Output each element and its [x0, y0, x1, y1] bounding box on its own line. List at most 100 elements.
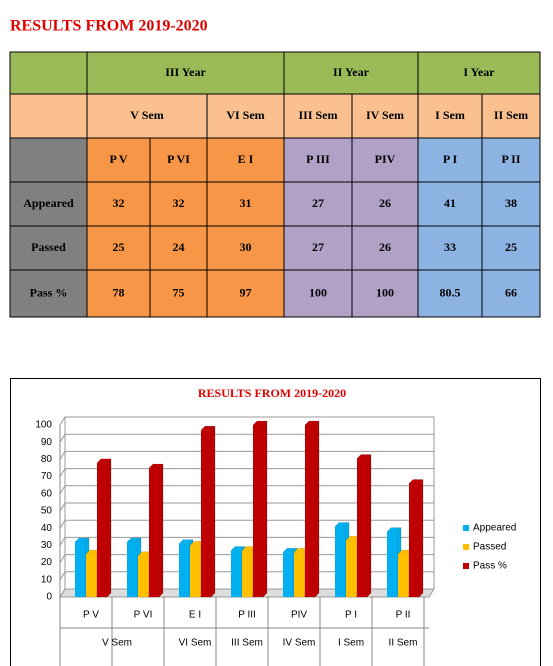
table-cell	[283, 225, 353, 271]
y-tick-label: 90	[41, 437, 53, 448]
table-cell	[206, 225, 285, 271]
table-value: 32	[173, 196, 185, 210]
table-cell	[206, 269, 285, 318]
table-cell	[149, 181, 208, 227]
bar	[138, 555, 148, 597]
bar	[75, 541, 85, 597]
bar	[86, 554, 96, 597]
table-value: 33	[444, 240, 456, 254]
table-cell	[351, 269, 419, 318]
chart-title: RESULTS FROM 2019-2020	[198, 386, 346, 400]
table-value: 30	[240, 240, 252, 254]
table-cell	[86, 181, 151, 227]
table-value: 38	[505, 196, 517, 210]
bar-side	[158, 463, 164, 598]
table-cell	[86, 51, 285, 95]
group-label: II Sem	[389, 638, 418, 649]
bar	[387, 531, 397, 597]
paper-header: PIV	[375, 152, 396, 166]
table-cell	[86, 225, 151, 271]
semester-header: III Sem	[298, 108, 337, 122]
semester-header: V Sem	[130, 108, 163, 122]
table-cell	[417, 225, 483, 271]
bar	[305, 425, 315, 597]
group-label: VI Sem	[179, 638, 212, 649]
x-tick-label: PIV	[291, 610, 307, 621]
table-cell	[417, 51, 541, 95]
y-tick-label: 80	[41, 454, 53, 465]
table-value: 100	[376, 285, 394, 299]
table-value: 100	[309, 285, 327, 299]
bar	[97, 462, 107, 597]
legend-swatch	[463, 544, 469, 550]
y-tick-label: 30	[41, 540, 53, 551]
paper-header: P V	[109, 152, 127, 166]
bar	[253, 425, 263, 597]
table-value: 31	[240, 196, 252, 210]
table-cell	[283, 269, 353, 318]
bar-side	[210, 425, 216, 598]
bar	[398, 554, 408, 597]
table-cell	[206, 93, 285, 139]
year-header: III Year	[165, 65, 206, 79]
table-value: 80.5	[440, 285, 461, 299]
y-tick-label: 70	[41, 471, 53, 482]
bar-side	[262, 420, 268, 598]
paper-header: P III	[306, 152, 330, 166]
semester-header: II Sem	[494, 108, 528, 122]
x-tick-label: E I	[189, 610, 201, 621]
group-label: IV Sem	[283, 638, 316, 649]
table-value: 26	[379, 240, 391, 254]
table-value: 26	[379, 196, 391, 210]
legend-swatch	[463, 525, 469, 531]
group-label: I Sem	[338, 638, 364, 649]
y-tick-label: 50	[41, 506, 53, 517]
legend-label: Appeared	[473, 523, 516, 534]
semester-header: I Sem	[435, 108, 465, 122]
table-cell	[9, 93, 88, 139]
table-cell	[206, 137, 285, 183]
page-title: RESULTS FROM 2019-2020	[10, 18, 208, 35]
year-header: I Year	[463, 65, 495, 79]
table-value: 27	[312, 196, 324, 210]
y-tick-label: 20	[41, 557, 53, 568]
table-value: 41	[444, 196, 456, 210]
table-cell	[9, 225, 88, 271]
table-cell	[86, 93, 208, 139]
table-cell	[86, 269, 151, 318]
bar-side	[418, 478, 424, 598]
bar	[127, 541, 137, 597]
table-value: 78	[113, 285, 125, 299]
y-tick-label: 40	[41, 523, 53, 534]
legend-label: Passed	[473, 542, 506, 553]
table-cell	[149, 225, 208, 271]
legend-swatch	[463, 563, 469, 569]
table-cell	[417, 269, 483, 318]
bar	[242, 550, 252, 597]
table-cell	[206, 181, 285, 227]
table-cell	[481, 181, 541, 227]
bar-side	[366, 453, 372, 598]
bar-side	[314, 420, 320, 598]
bar	[294, 552, 304, 597]
table-cell	[481, 93, 541, 139]
table-value: 27	[312, 240, 324, 254]
table-cell	[283, 93, 353, 139]
legend-label: Pass %	[473, 561, 507, 572]
x-tick-label: P V	[83, 610, 99, 621]
table-value: 25	[113, 240, 125, 254]
bar	[357, 458, 367, 597]
bar	[335, 526, 345, 597]
bar	[231, 550, 241, 597]
grid-line	[59, 416, 434, 426]
y-tick-label: 100	[35, 420, 52, 431]
group-label: V Sem	[102, 638, 132, 649]
paper-header: P I	[443, 152, 458, 166]
table-cell	[9, 137, 88, 183]
table-cell	[481, 269, 541, 318]
table-cell	[9, 51, 88, 95]
table-value: 97	[240, 285, 252, 299]
table-cell	[149, 137, 208, 183]
table-cell	[149, 269, 208, 318]
